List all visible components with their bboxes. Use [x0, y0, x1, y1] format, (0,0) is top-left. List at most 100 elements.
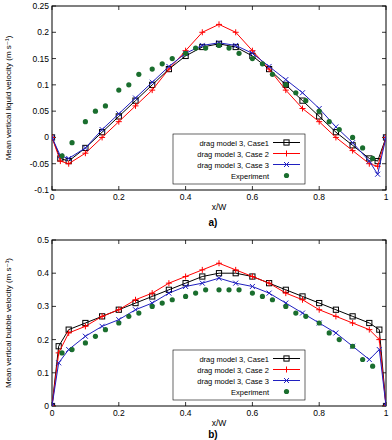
- data-point: [316, 307, 322, 313]
- legend-label: drag model 3, Case1: [199, 139, 269, 148]
- data-point: [52, 135, 55, 140]
- data-point: [217, 276, 222, 281]
- x-tick-label: 0.4: [180, 408, 192, 418]
- chart-1: 00.10.20.30.40.500.20.40.60.81x/WMean ve…: [4, 235, 389, 440]
- x-tick: [252, 6, 253, 10]
- y-tick-label: 0.1: [37, 80, 49, 90]
- data-point: [66, 156, 71, 161]
- data-point: [99, 134, 105, 140]
- x-tick: [252, 402, 253, 406]
- data-point: [166, 291, 171, 296]
- data-point: [160, 300, 165, 305]
- legend-swatch: [273, 358, 300, 359]
- chart-0: -0.1-0.0500.050.10.150.20.2500.20.40.60.…: [4, 1, 389, 228]
- data-point: [99, 313, 105, 319]
- data-point: [203, 287, 208, 292]
- data-point: [317, 300, 322, 305]
- data-point: [166, 64, 171, 69]
- y-tick-label: 0.25: [32, 1, 49, 11]
- y-tick: [382, 339, 386, 340]
- data-point: [283, 77, 288, 82]
- data-point: [333, 134, 339, 140]
- y-tick: [382, 111, 386, 112]
- data-point: [200, 281, 205, 286]
- data-point: [293, 310, 298, 315]
- data-point: [59, 153, 64, 158]
- y-tick-label: 0.3: [37, 301, 49, 311]
- data-point: [83, 145, 88, 150]
- chart-title: b): [208, 429, 217, 440]
- data-point: [183, 51, 188, 56]
- data-point: [183, 284, 188, 289]
- data-point: [360, 145, 365, 150]
- data-point: [83, 119, 88, 124]
- data-point: [236, 51, 241, 56]
- legend-label: drag model 3, Case 3: [197, 161, 269, 170]
- data-point: [233, 267, 239, 273]
- data-point: [283, 304, 288, 309]
- legend-swatch: [273, 142, 300, 143]
- data-point: [333, 313, 339, 319]
- data-point: [103, 103, 108, 108]
- data-point: [300, 297, 306, 303]
- data-point: [116, 307, 122, 313]
- data-point: [267, 281, 272, 286]
- data-point: [317, 114, 322, 119]
- data-point: [170, 56, 175, 61]
- x-tick-label: 0.6: [246, 192, 258, 202]
- x-tick: [185, 6, 186, 10]
- data-point: [350, 140, 355, 145]
- x-tick: [319, 402, 320, 406]
- plot-frame: [52, 6, 386, 190]
- data-point: [83, 334, 88, 339]
- data-point: [360, 357, 365, 362]
- data-point: [93, 109, 98, 114]
- data-point: [267, 64, 272, 69]
- figure: -0.1-0.0500.050.10.150.20.2500.20.40.60.…: [0, 0, 392, 440]
- y-tick-label: 0.5: [37, 235, 49, 245]
- data-point: [367, 320, 372, 325]
- data-point: [193, 45, 198, 50]
- data-point: [183, 294, 188, 299]
- x-tick-label: 0.6: [246, 408, 258, 418]
- data-point: [56, 344, 61, 349]
- legend-label: drag model 3, Case 2: [197, 150, 269, 159]
- data-point: [199, 29, 205, 35]
- data-point: [350, 148, 356, 154]
- y-tick: [52, 163, 56, 164]
- data-point: [133, 103, 139, 109]
- y-tick: [382, 58, 386, 59]
- data-point: [136, 310, 141, 315]
- x-tick: [118, 6, 119, 10]
- x-tick: [185, 186, 186, 190]
- data-point: [69, 347, 74, 352]
- x-tick-label: 1: [384, 408, 389, 418]
- data-point: [116, 88, 121, 93]
- data-point: [133, 96, 138, 101]
- data-point: [316, 119, 322, 125]
- data-point: [216, 21, 222, 27]
- data-point: [126, 314, 131, 319]
- data-point: [57, 158, 63, 164]
- legend-label: drag model 3, Case1: [199, 355, 269, 364]
- data-point: [250, 51, 255, 56]
- data-point: [249, 274, 255, 280]
- data-point: [350, 344, 355, 349]
- data-point: [83, 340, 88, 345]
- data-point: [350, 314, 355, 319]
- series-line: [52, 263, 386, 406]
- legend-label: drag model 3, Case 2: [197, 366, 269, 375]
- data-point: [126, 82, 131, 87]
- x-tick-label: 0: [50, 192, 55, 202]
- y-tick: [382, 163, 386, 164]
- series-line: [52, 278, 386, 406]
- plot-area: [52, 21, 386, 176]
- data-point: [216, 287, 221, 292]
- data-point: [170, 297, 175, 302]
- data-point: [250, 284, 255, 289]
- data-point: [52, 404, 55, 407]
- data-point: [283, 82, 288, 87]
- data-point: [250, 56, 255, 61]
- data-point: [116, 307, 121, 312]
- data-point: [116, 114, 121, 119]
